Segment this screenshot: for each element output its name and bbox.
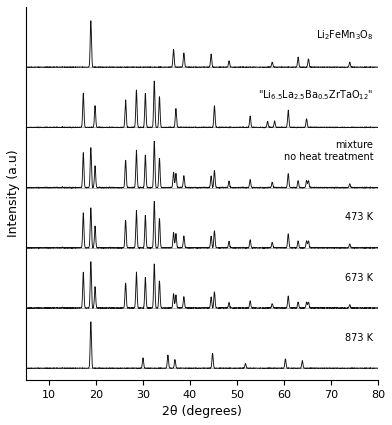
- Text: Li$_2$FeMn$_3$O$_8$: Li$_2$FeMn$_3$O$_8$: [316, 28, 373, 42]
- Text: 873 K: 873 K: [345, 333, 373, 343]
- X-axis label: 2θ (degrees): 2θ (degrees): [162, 405, 242, 418]
- Text: 673 K: 673 K: [345, 272, 373, 283]
- Text: 473 K: 473 K: [345, 212, 373, 222]
- Text: "Li$_{6.5}$La$_{2.5}$Ba$_{0.5}$ZrTaO$_{12}$": "Li$_{6.5}$La$_{2.5}$Ba$_{0.5}$ZrTaO$_{1…: [258, 88, 373, 102]
- Y-axis label: Intensity (a.u): Intensity (a.u): [7, 150, 20, 237]
- Text: mixture
no heat treatment: mixture no heat treatment: [284, 141, 373, 162]
